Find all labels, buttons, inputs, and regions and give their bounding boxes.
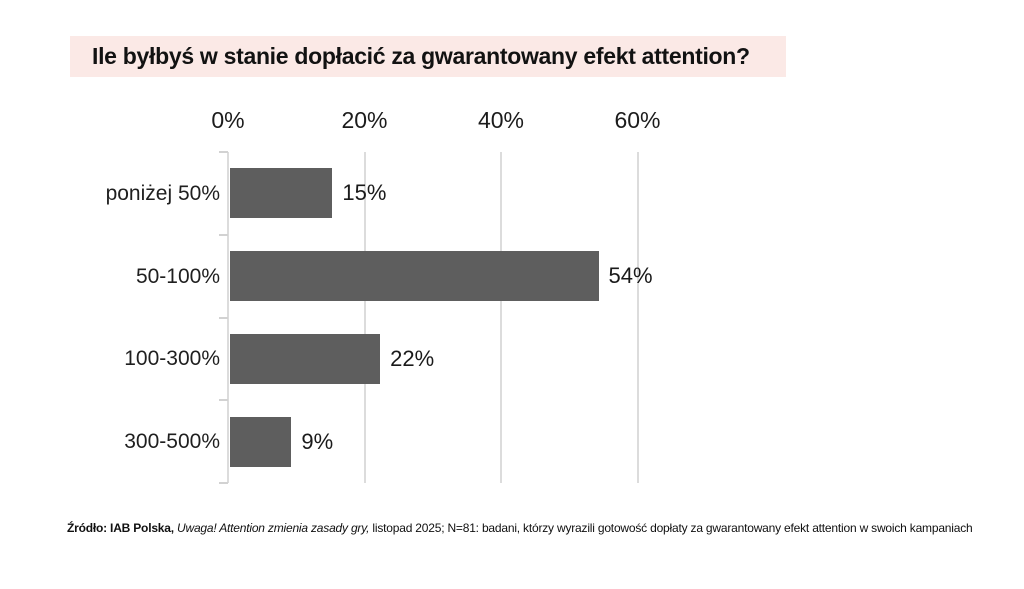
gridline bbox=[363, 152, 366, 483]
category-label: poniżej 50% bbox=[105, 181, 220, 205]
x-tick-label: 20% bbox=[341, 107, 388, 133]
bar bbox=[230, 333, 381, 384]
bar-value-label: 22% bbox=[390, 345, 435, 371]
bar-value-label: 9% bbox=[301, 428, 334, 454]
bar bbox=[230, 251, 599, 302]
chart-title: Ile byłbyś w stanie dopłacić za gwaranto… bbox=[92, 43, 750, 69]
source-label: Źródło: IAB Polska, bbox=[67, 521, 174, 535]
axis-tick bbox=[219, 399, 228, 402]
bar-value-label: 15% bbox=[342, 180, 387, 206]
source-report-title: Uwaga! Attention zmienia zasady gry, bbox=[177, 521, 370, 535]
gridline bbox=[227, 152, 229, 483]
category-label: 50-100% bbox=[135, 264, 220, 288]
axis-tick bbox=[219, 316, 228, 319]
gridline bbox=[500, 152, 502, 483]
source-note: Źródło: IAB Polska, Uwaga! Attention zmi… bbox=[67, 520, 997, 536]
x-tick-label: 0% bbox=[211, 107, 245, 133]
source-details: listopad 2025; N=81: badani, którzy wyra… bbox=[372, 521, 973, 535]
axis-tick bbox=[219, 482, 228, 484]
bar-value-label: 54% bbox=[608, 263, 653, 289]
category-label: 100-300% bbox=[124, 347, 220, 371]
bar bbox=[230, 416, 292, 467]
x-tick-label: 40% bbox=[477, 107, 525, 133]
chart-title-box: Ile byłbyś w stanie dopłacić za gwaranto… bbox=[70, 36, 786, 77]
bar bbox=[230, 168, 333, 219]
bar-chart-plot-area: 0% 20% 40% 60% 15% 54% 22% 9% bbox=[211, 107, 661, 484]
x-tick-label: 60% bbox=[614, 107, 661, 133]
category-axis: poniżej 50% 50-100% 100-300% 300-500% bbox=[0, 152, 220, 483]
gridline bbox=[636, 152, 639, 483]
axis-tick bbox=[219, 233, 228, 236]
axis-tick bbox=[219, 151, 228, 153]
category-label: 300-500% bbox=[124, 430, 220, 454]
